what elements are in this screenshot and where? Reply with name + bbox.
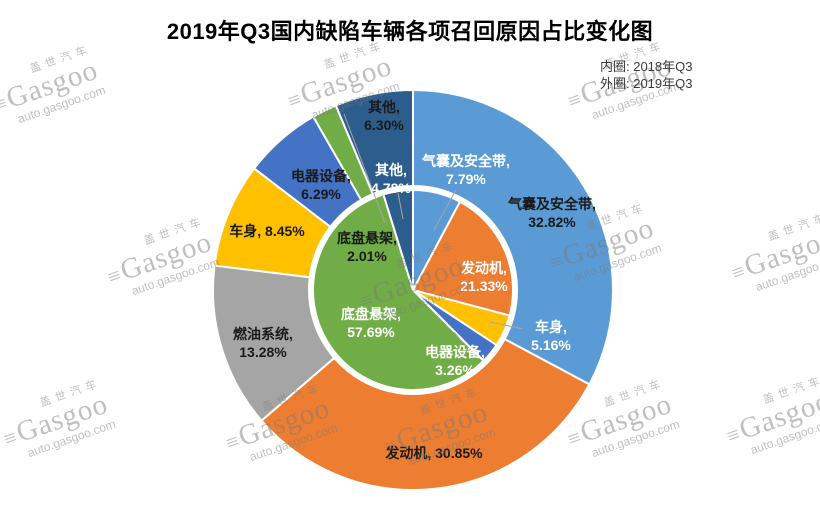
slice-outer-airbag-seatbelt	[412, 89, 614, 386]
legend-outer-ring-note: 外圈: 2019年Q3	[600, 76, 693, 91]
slice-outer-other	[334, 89, 414, 196]
outer-ring-slices	[212, 89, 614, 491]
label-inner-airbag-seatbelt: 气囊及安全带, 7.79%	[421, 153, 510, 187]
slice-inner-chassis-suspension	[312, 193, 485, 391]
inner-pie-slices	[312, 189, 514, 391]
label-outer-fuel-system: 燃油系统, 13.28%	[233, 326, 293, 360]
slice-inner-other	[382, 189, 414, 291]
chart-title: 2019年Q3国内缺陷车辆各项召回原因占比变化图	[166, 19, 654, 44]
leader-inner-electrical	[453, 331, 464, 344]
leader-inner-airbag-seatbelt	[433, 189, 457, 231]
label-inner-body: 车身, 5.16%	[531, 319, 571, 353]
label-inner-other: 其他, 4.78%	[371, 162, 411, 196]
data-labels: 气囊及安全带, 7.79% 发动机, 21.33% 车身, 5.16% 电器设备, 3.26%…	[229, 99, 596, 461]
label-outer-electrical: 电器设备, 6.29%	[291, 168, 351, 202]
legend-inner-ring-note: 内圈: 2018年Q3	[600, 59, 693, 74]
slice-outer-engine	[260, 338, 591, 491]
label-inner-engine: 发动机, 21.33%	[460, 260, 508, 294]
leader-inner-body	[489, 321, 524, 330]
label-outer-other: 其他, 6.30%	[364, 99, 404, 133]
leader-inner-other	[397, 192, 404, 220]
label-outer-airbag-seatbelt: 气囊及安全带, 32.82%	[507, 196, 596, 230]
label-inner-chassis-suspension: 底盘悬架, 57.69%	[341, 306, 401, 340]
legend: 内圈: 2018年Q3 外圈: 2019年Q3	[600, 58, 693, 92]
label-outer-body: 车身, 8.45%	[229, 223, 305, 239]
label-outer-chassis-suspension: 底盘悬架, 2.01%	[337, 230, 397, 264]
label-inner-electrical: 电器设备, 3.26%	[425, 344, 485, 378]
leader-lines	[343, 113, 524, 344]
slice-inner-engine	[412, 200, 514, 317]
leader-outer-chassis-suspension	[343, 113, 386, 224]
label-outer-engine: 发动机, 30.85%	[384, 445, 483, 461]
